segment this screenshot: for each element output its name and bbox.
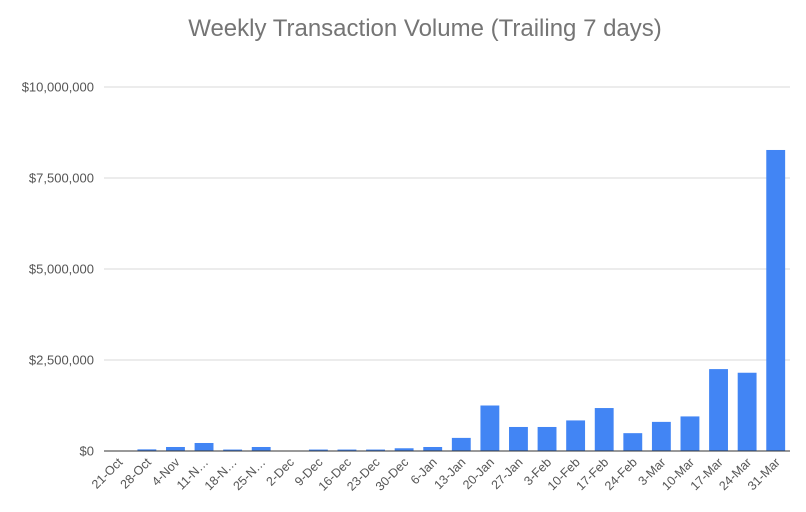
bar xyxy=(251,446,271,451)
y-tick-label: $2,500,000 xyxy=(29,353,94,368)
bar xyxy=(594,408,614,451)
bar xyxy=(480,405,500,451)
y-tick-label: $0 xyxy=(80,444,94,459)
x-tick-label: 31-Mar xyxy=(745,455,783,493)
grid-layer: $0 $2,500,000 $5,000,000 $7,500,000 $10,000,… xyxy=(22,80,790,459)
bar xyxy=(737,372,757,451)
bar xyxy=(709,369,728,451)
y-tick-label: $7,500,000 xyxy=(29,171,94,186)
bars-layer xyxy=(108,149,786,452)
x-tick-label: 20-Jan xyxy=(460,455,497,492)
x-tick-label: 30-Dec xyxy=(373,455,411,493)
x-tick-label: 27-Jan xyxy=(489,455,526,492)
bar xyxy=(423,446,443,451)
bar xyxy=(537,426,557,451)
bar xyxy=(509,426,528,451)
x-axis: 21-Oct28-Oct4-Nov11-N…18-N…25-N…2-Dec9-D… xyxy=(89,450,790,494)
bar xyxy=(680,416,700,451)
chart-title: Weekly Transaction Volume (Trailing 7 da… xyxy=(188,15,662,42)
x-tick-label: 28-Oct xyxy=(118,455,155,492)
x-tick-label: 25-N… xyxy=(230,455,268,493)
bar xyxy=(308,449,328,451)
bar xyxy=(394,448,414,451)
bar xyxy=(651,421,671,451)
bar xyxy=(766,149,786,452)
x-tick-label: 2-Dec xyxy=(263,455,296,488)
bar xyxy=(366,449,385,451)
x-tick-label: 24-Feb xyxy=(602,455,640,493)
bar xyxy=(451,437,471,451)
bar xyxy=(623,433,643,451)
x-tick-label: 21-Oct xyxy=(89,455,126,492)
bar xyxy=(223,449,243,451)
bar xyxy=(166,446,185,451)
bar xyxy=(137,449,157,451)
y-tick-label: $5,000,000 xyxy=(29,262,94,277)
x-tick-label: 13-Jan xyxy=(431,455,468,492)
bar xyxy=(566,420,586,451)
bar xyxy=(337,449,357,451)
bar xyxy=(194,442,214,451)
y-tick-label: $10,000,000 xyxy=(22,80,94,95)
